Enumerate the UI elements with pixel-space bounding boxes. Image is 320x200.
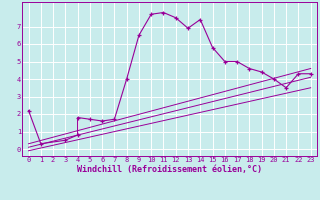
X-axis label: Windchill (Refroidissement éolien,°C): Windchill (Refroidissement éolien,°C) [77, 165, 262, 174]
